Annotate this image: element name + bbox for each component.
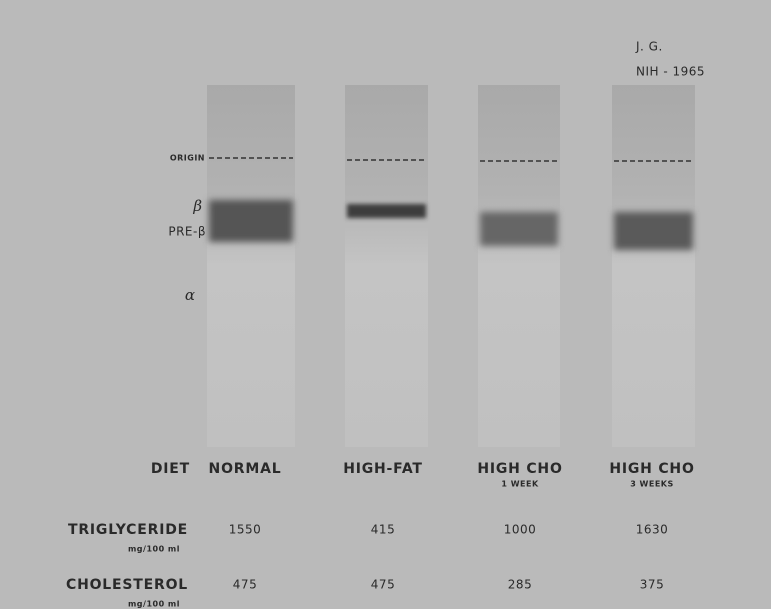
band xyxy=(480,212,558,246)
table-cell: NORMAL xyxy=(209,461,282,477)
table-cells: NORMAL HIGH-FAT HIGH CHO 1 WEEK HIGH CHO 3 WE… xyxy=(209,461,694,592)
table-cell: 285 xyxy=(508,578,532,592)
table-note: 1 WEEK xyxy=(501,480,539,489)
row-label: CHOLESTEROL xyxy=(66,577,188,593)
alpha-label: α xyxy=(185,286,195,304)
table-cell: HIGH CHO xyxy=(609,461,694,477)
table-cell: 1000 xyxy=(504,523,537,537)
row-label: DIET xyxy=(151,461,190,477)
table-cell: 475 xyxy=(371,578,395,592)
beta-label: β xyxy=(192,197,202,215)
table-cell: 375 xyxy=(640,578,664,592)
band xyxy=(209,200,293,242)
row-unit: mg/100 ml xyxy=(128,545,180,554)
strip xyxy=(207,85,295,447)
band xyxy=(614,212,693,250)
table-cell: 475 xyxy=(233,578,257,592)
strip xyxy=(612,85,695,447)
row-label: TRIGLYCERIDE xyxy=(68,522,188,538)
row-unit: mg/100 ml xyxy=(128,600,180,609)
pre-beta-label: PRE-β xyxy=(168,225,206,239)
institution: NIH - 1965 xyxy=(636,65,705,79)
table-cell: 1550 xyxy=(229,523,262,537)
origin-label: ORIGIN xyxy=(170,154,205,163)
table-note: 3 WEEKS xyxy=(630,480,674,489)
gel-strips xyxy=(207,85,695,447)
strip xyxy=(478,85,560,447)
strip xyxy=(345,85,428,447)
table-cell: HIGH-FAT xyxy=(343,461,423,477)
table-cell: 1630 xyxy=(636,523,669,537)
bands xyxy=(209,200,693,250)
table-cell: HIGH CHO xyxy=(477,461,562,477)
band xyxy=(347,204,426,218)
table-cell: 415 xyxy=(371,523,395,537)
author: J. G. xyxy=(635,40,663,54)
origin-lines xyxy=(209,157,693,162)
